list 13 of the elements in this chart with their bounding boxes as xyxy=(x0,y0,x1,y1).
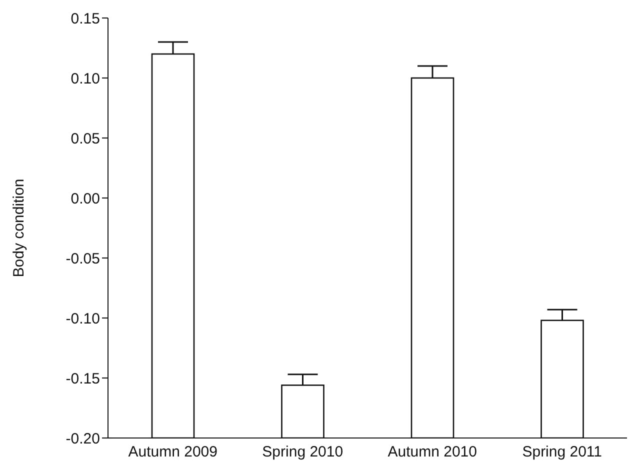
y-tick-label: -0.20 xyxy=(66,430,100,448)
y-tick-label: -0.05 xyxy=(66,250,100,268)
x-tick-label: Spring 2011 xyxy=(522,444,602,461)
y-tick-label: 0.10 xyxy=(70,70,100,88)
y-tick-label: -0.15 xyxy=(66,370,100,388)
y-tick-label: 0.15 xyxy=(70,10,100,28)
x-tick-label: Autumn 2009 xyxy=(128,444,218,461)
x-tick-label: Spring 2010 xyxy=(262,444,344,461)
y-tick-label: 0.00 xyxy=(70,190,100,208)
y-tick-label: -0.10 xyxy=(66,310,100,328)
y-tick-label: 0.05 xyxy=(70,130,100,148)
y-axis-title: Body condition xyxy=(10,178,28,278)
x-tick-label: Autumn 2010 xyxy=(388,444,477,461)
